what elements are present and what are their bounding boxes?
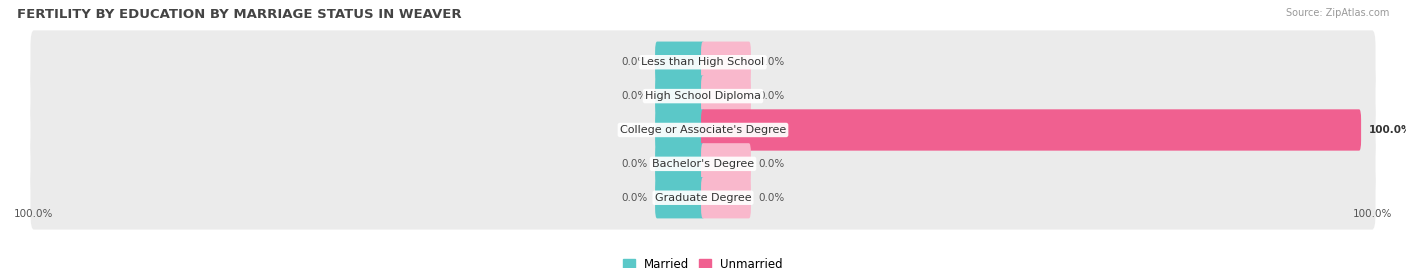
FancyBboxPatch shape bbox=[702, 42, 751, 83]
FancyBboxPatch shape bbox=[31, 98, 1375, 162]
Text: 100.0%: 100.0% bbox=[1353, 209, 1392, 219]
FancyBboxPatch shape bbox=[655, 109, 704, 151]
FancyBboxPatch shape bbox=[702, 177, 751, 218]
FancyBboxPatch shape bbox=[31, 166, 1375, 230]
Text: 0.0%: 0.0% bbox=[759, 57, 785, 67]
FancyBboxPatch shape bbox=[702, 143, 751, 185]
Text: 100.0%: 100.0% bbox=[14, 209, 53, 219]
FancyBboxPatch shape bbox=[655, 42, 704, 83]
FancyBboxPatch shape bbox=[702, 109, 1361, 151]
Text: Less than High School: Less than High School bbox=[641, 57, 765, 67]
Text: 100.0%: 100.0% bbox=[1369, 125, 1406, 135]
FancyBboxPatch shape bbox=[655, 177, 704, 218]
FancyBboxPatch shape bbox=[655, 75, 704, 117]
Text: 0.0%: 0.0% bbox=[621, 159, 647, 169]
Text: Source: ZipAtlas.com: Source: ZipAtlas.com bbox=[1285, 8, 1389, 18]
Text: Graduate Degree: Graduate Degree bbox=[655, 193, 751, 203]
Text: FERTILITY BY EDUCATION BY MARRIAGE STATUS IN WEAVER: FERTILITY BY EDUCATION BY MARRIAGE STATU… bbox=[17, 8, 461, 21]
Text: 0.0%: 0.0% bbox=[759, 91, 785, 101]
FancyBboxPatch shape bbox=[702, 75, 751, 117]
FancyBboxPatch shape bbox=[31, 30, 1375, 94]
Text: 0.0%: 0.0% bbox=[621, 193, 647, 203]
FancyBboxPatch shape bbox=[31, 64, 1375, 128]
Text: 0.0%: 0.0% bbox=[621, 57, 647, 67]
Text: Bachelor's Degree: Bachelor's Degree bbox=[652, 159, 754, 169]
Text: 0.0%: 0.0% bbox=[621, 125, 647, 135]
FancyBboxPatch shape bbox=[655, 143, 704, 185]
Text: 0.0%: 0.0% bbox=[759, 159, 785, 169]
Text: 0.0%: 0.0% bbox=[621, 91, 647, 101]
FancyBboxPatch shape bbox=[31, 132, 1375, 196]
Text: College or Associate's Degree: College or Associate's Degree bbox=[620, 125, 786, 135]
Text: 0.0%: 0.0% bbox=[759, 193, 785, 203]
Legend: Married, Unmarried: Married, Unmarried bbox=[623, 258, 783, 268]
Text: High School Diploma: High School Diploma bbox=[645, 91, 761, 101]
